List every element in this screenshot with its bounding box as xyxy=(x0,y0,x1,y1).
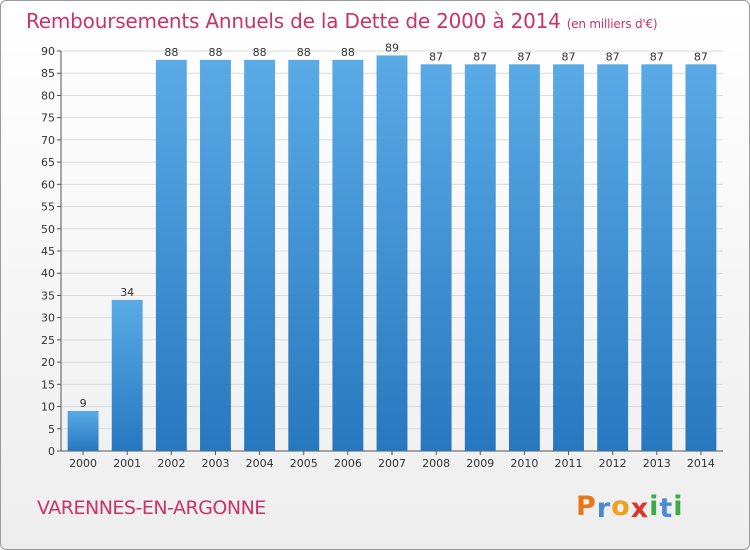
y-tick-label: 20 xyxy=(41,356,55,369)
data-label: 87 xyxy=(429,50,443,63)
y-tick-label: 45 xyxy=(41,245,55,258)
bar xyxy=(288,59,320,452)
y-tick-label: 5 xyxy=(48,423,55,436)
data-label: 87 xyxy=(606,50,620,63)
logo-letter: P xyxy=(576,491,597,522)
x-tick-label: 2012 xyxy=(599,457,627,470)
y-tick-label: 25 xyxy=(41,334,55,347)
x-tick-label: 2005 xyxy=(290,457,318,470)
x-tick-label: 2011 xyxy=(555,457,583,470)
data-label: 88 xyxy=(297,46,311,59)
x-tick-label: 2008 xyxy=(422,457,450,470)
data-label: 88 xyxy=(341,46,355,59)
y-tick-label: 75 xyxy=(41,112,55,125)
bar xyxy=(597,64,629,452)
data-label: 88 xyxy=(164,46,178,59)
x-tick-label: 2001 xyxy=(113,457,141,470)
bar xyxy=(67,411,99,451)
y-tick-label: 65 xyxy=(41,156,55,169)
data-label: 87 xyxy=(650,50,664,63)
x-tick-label: 2002 xyxy=(157,457,185,470)
bar xyxy=(464,64,496,452)
data-label: 34 xyxy=(120,286,134,299)
bar xyxy=(332,59,364,452)
x-tick-label: 2009 xyxy=(466,457,494,470)
data-label: 87 xyxy=(562,50,576,63)
data-label: 87 xyxy=(517,50,531,63)
y-tick-label: 55 xyxy=(41,201,55,214)
logo-letter: x xyxy=(630,493,650,524)
y-tick-label: 70 xyxy=(41,134,55,147)
y-tick-label: 40 xyxy=(41,267,55,280)
x-tick-label: 2006 xyxy=(334,457,362,470)
proxiti-logo: Proxiti xyxy=(576,491,684,524)
data-label: 87 xyxy=(694,50,708,63)
y-tick-label: 30 xyxy=(41,312,55,325)
y-tick-label: 85 xyxy=(41,67,55,80)
logo-letter: i xyxy=(649,491,660,522)
bar xyxy=(420,64,452,452)
x-tick-label: 2003 xyxy=(201,457,229,470)
x-tick-label: 2007 xyxy=(378,457,406,470)
y-tick-label: 60 xyxy=(41,178,55,191)
x-tick-label: 2004 xyxy=(246,457,274,470)
x-tick-label: 2014 xyxy=(687,457,715,470)
logo-letter: t xyxy=(659,493,674,524)
bar xyxy=(641,64,673,452)
chart-title-text: Remboursements Annuels de la Dette de 20… xyxy=(26,9,561,33)
bar xyxy=(155,59,187,452)
x-tick-label: 2000 xyxy=(69,457,97,470)
bar xyxy=(244,59,276,452)
y-tick-label: 90 xyxy=(41,45,55,58)
x-tick-label: 2010 xyxy=(510,457,538,470)
bar xyxy=(553,64,584,452)
y-tick-label: 0 xyxy=(48,445,55,458)
commune-name: VARENNES-EN-ARGONNE xyxy=(37,497,266,519)
data-label: 89 xyxy=(385,41,399,54)
data-label: 88 xyxy=(253,46,267,59)
y-tick-label: 35 xyxy=(41,289,55,302)
data-label: 87 xyxy=(473,50,487,63)
bar xyxy=(376,55,408,451)
bar xyxy=(111,299,143,451)
chart-title: Remboursements Annuels de la Dette de 20… xyxy=(26,9,658,33)
logo-letter: o xyxy=(611,491,631,522)
chart-subtitle: (en milliers d'€) xyxy=(566,17,658,31)
data-label: 9 xyxy=(80,397,87,410)
y-tick-label: 50 xyxy=(41,223,55,236)
y-tick-label: 80 xyxy=(41,89,55,102)
bar xyxy=(685,64,717,452)
bar xyxy=(508,64,540,452)
bar xyxy=(200,59,231,452)
y-tick-label: 10 xyxy=(41,401,55,414)
logo-letter: i xyxy=(673,491,684,522)
logo-letter: r xyxy=(596,493,612,524)
data-label: 88 xyxy=(208,46,222,59)
y-tick-label: 15 xyxy=(41,378,55,391)
x-tick-label: 2013 xyxy=(643,457,671,470)
